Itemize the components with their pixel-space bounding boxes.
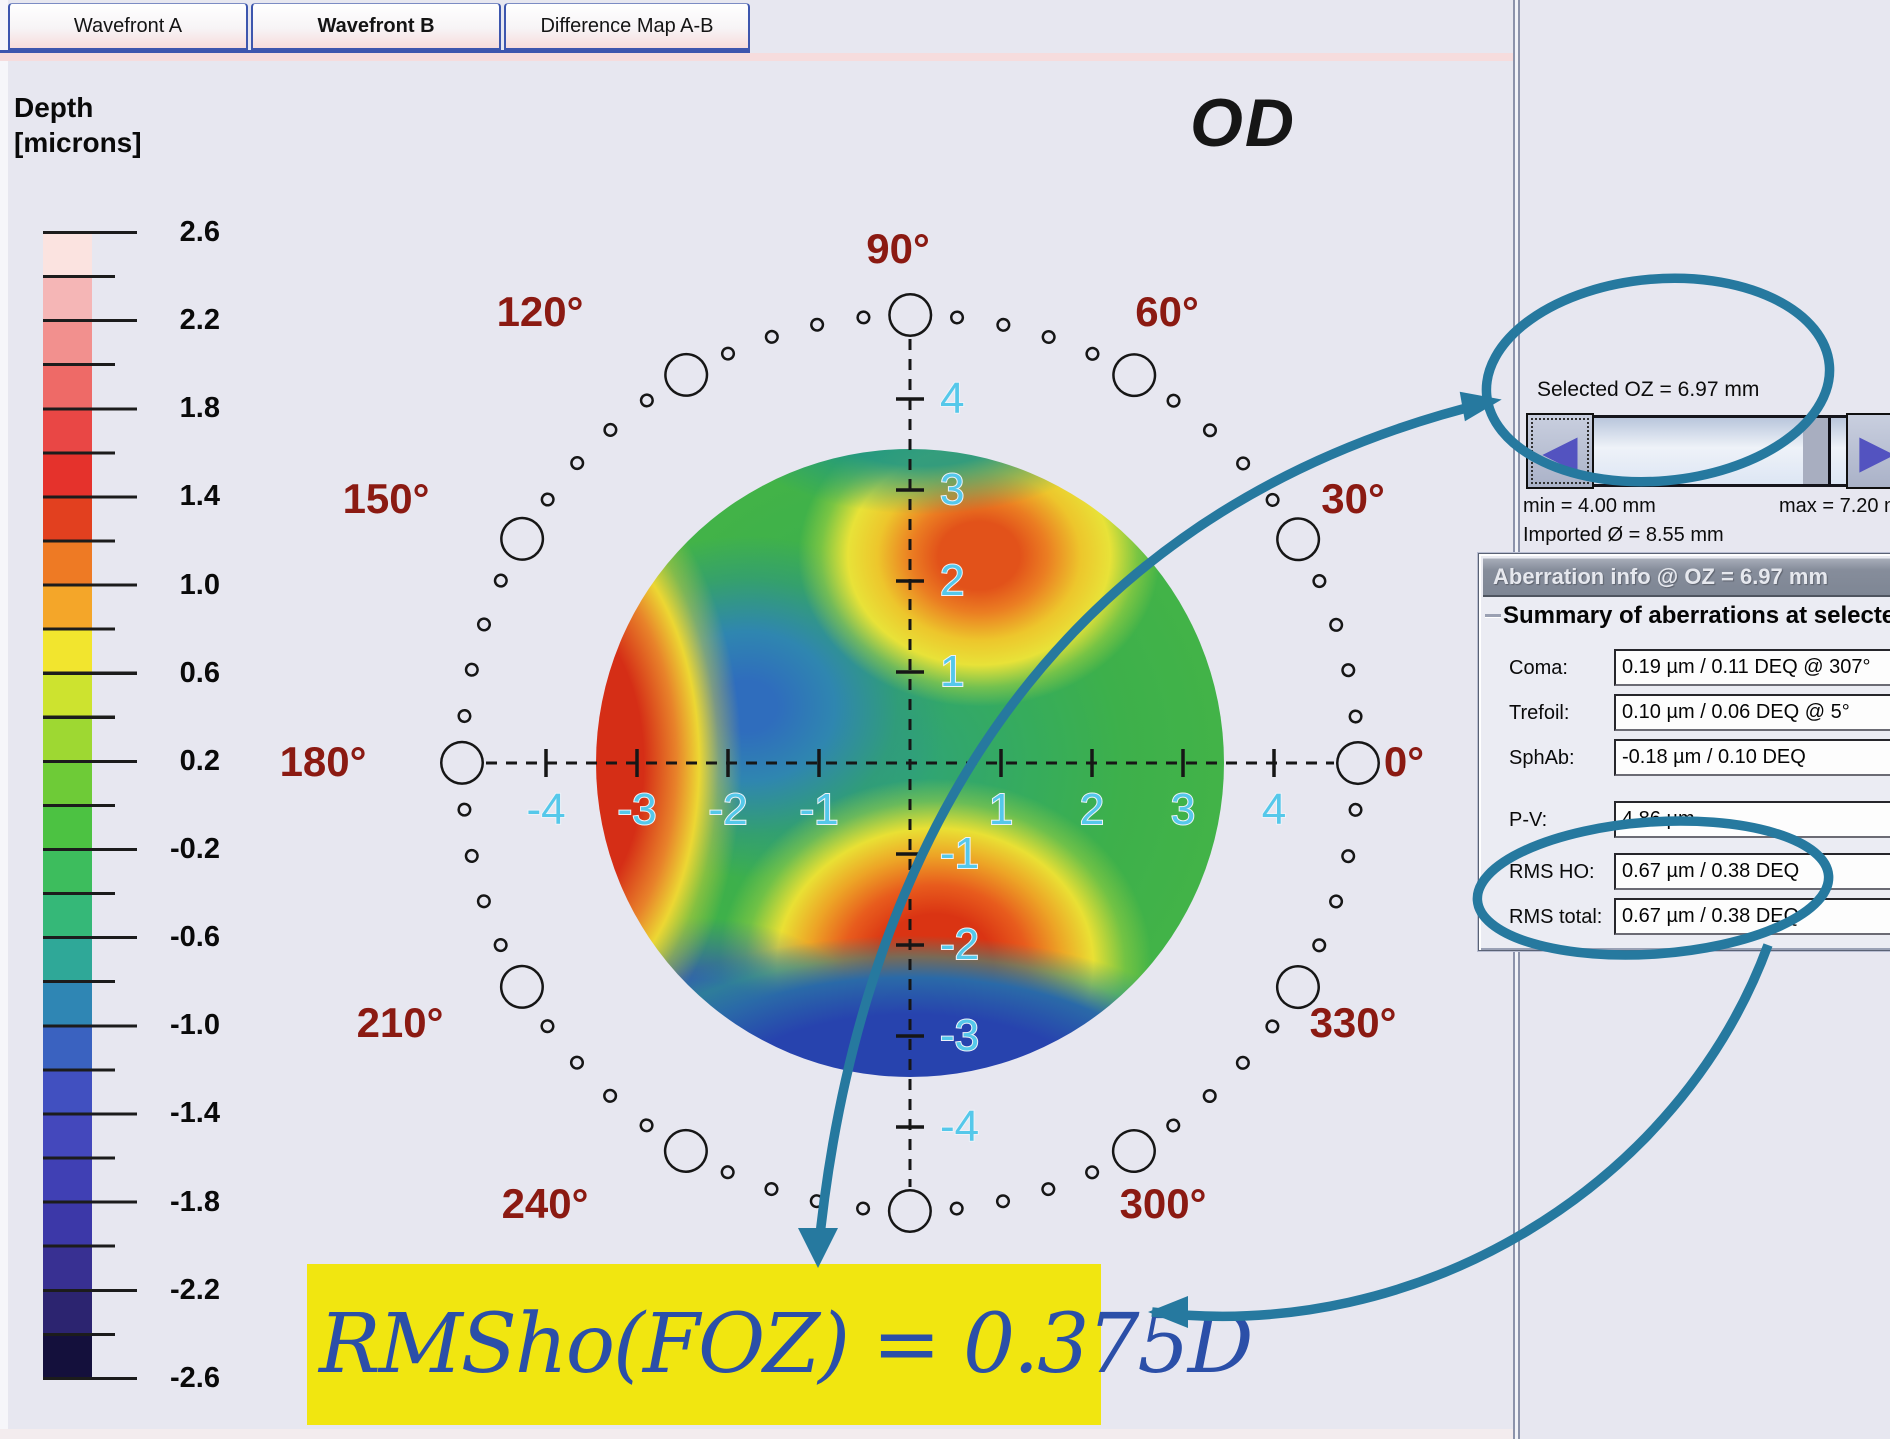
aberration-info-panel: Aberration info @ OZ = 6.97 mm Summary o… xyxy=(1478,553,1890,951)
color-scale-labels: 2.6 2.2 1.8 1.4 1.0 0.6 0.2 -0.2 -0.6 -1.0 -1… xyxy=(170,216,220,1394)
row-value-rms-total[interactable]: 0.67 µm / 0.38 DEQ xyxy=(1614,898,1890,935)
rms-to-formula-connector-curve xyxy=(1151,943,1773,1321)
row-label-sphab: SphAb: xyxy=(1509,747,1575,769)
panel-summary-title: Summary of aberrations at selected OZ xyxy=(1503,602,1890,629)
row-value-coma[interactable]: 0.19 µm / 0.11 DEQ @ 307° xyxy=(1614,649,1890,686)
tab-label: Wavefront A xyxy=(73,14,183,37)
row-label-coma: Coma: xyxy=(1509,657,1568,679)
row-value-pv[interactable]: 4.86 µm xyxy=(1614,801,1890,838)
selected-oz-label: Selected OZ = 6.97 mm xyxy=(1537,378,1760,401)
tab-bar-accent-strip xyxy=(0,53,1513,61)
legend-title: Depth [microns] xyxy=(14,92,142,158)
bottom-margin xyxy=(0,1429,1513,1439)
compass-label-60: 60° xyxy=(1135,288,1199,335)
compass-label-150: 150° xyxy=(343,475,430,522)
tab-wavefront-b[interactable]: Wavefront B xyxy=(251,3,501,50)
row-value-rms-ho[interactable]: 0.67 µm / 0.38 DEQ xyxy=(1614,853,1890,890)
compass-label-240: 240° xyxy=(502,1180,589,1227)
row-label-rms-ho: RMS HO: xyxy=(1509,861,1595,883)
row-value-sphab[interactable]: -0.18 µm / 0.10 DEQ xyxy=(1614,739,1890,776)
tab-difference-map[interactable]: Difference Map A-B xyxy=(504,3,750,50)
oz-slider-left-button[interactable]: ◀ xyxy=(1526,413,1594,489)
compass-label-300: 300° xyxy=(1120,1180,1207,1227)
compass-label-0: 0° xyxy=(1384,738,1424,785)
oz-slider-right-button[interactable]: ▶ xyxy=(1846,413,1890,489)
compass-label-30: 30° xyxy=(1321,475,1385,522)
left-margin xyxy=(0,0,8,1439)
oz-slider-thumb[interactable] xyxy=(1803,418,1831,484)
oz-imported-label: Imported Ø = 8.55 mm xyxy=(1523,524,1724,546)
y-tick-label: 4 xyxy=(940,374,964,423)
groupbox-groove xyxy=(1485,614,1501,617)
row-label-trefoil: Trefoil: xyxy=(1509,702,1570,724)
compass-label-90: 90° xyxy=(866,225,930,272)
right-triangle-icon: ▶ xyxy=(1859,425,1890,477)
color-scale-minor-ticks xyxy=(43,275,115,1339)
x-tick-label: 4 xyxy=(1262,785,1286,834)
arrowhead-down-into-formula xyxy=(798,1228,838,1268)
tab-wavefront-a[interactable]: Wavefront A xyxy=(8,3,248,50)
formula-text: RMSho(FOZ) = 0.375D xyxy=(319,1297,1253,1392)
oz-max-label: max = 7.20 mm xyxy=(1779,495,1890,517)
arrowhead-into-oz-ellipse xyxy=(1459,391,1502,422)
formula-highlight-box: RMSho(FOZ) = 0.375D xyxy=(307,1264,1253,1425)
compass-label-330: 330° xyxy=(1310,999,1397,1046)
compass-label-120: 120° xyxy=(497,288,584,335)
panel-title-bar[interactable]: Aberration info @ OZ = 6.97 mm xyxy=(1483,558,1890,597)
left-triangle-icon: ◀ xyxy=(1542,425,1578,477)
y-tick-label: -4 xyxy=(940,1102,979,1151)
compass-label-210: 210° xyxy=(357,999,444,1046)
tab-label: Difference Map A-B xyxy=(540,14,714,37)
oz-min-label: min = 4.00 mm xyxy=(1523,495,1656,517)
row-label-rms-total: RMS total: xyxy=(1509,906,1603,928)
tab-bar-underline xyxy=(0,50,750,53)
tab-label: Wavefront B xyxy=(317,14,435,37)
row-label-pv: P-V: xyxy=(1509,809,1548,831)
compass-label-180: 180° xyxy=(280,738,367,785)
x-tick-label: -4 xyxy=(526,785,565,834)
eye-label-od: OD xyxy=(1190,85,1296,161)
row-value-trefoil[interactable]: 0.10 µm / 0.06 DEQ @ 5° xyxy=(1614,694,1890,731)
wavefront-map xyxy=(596,449,1224,1077)
